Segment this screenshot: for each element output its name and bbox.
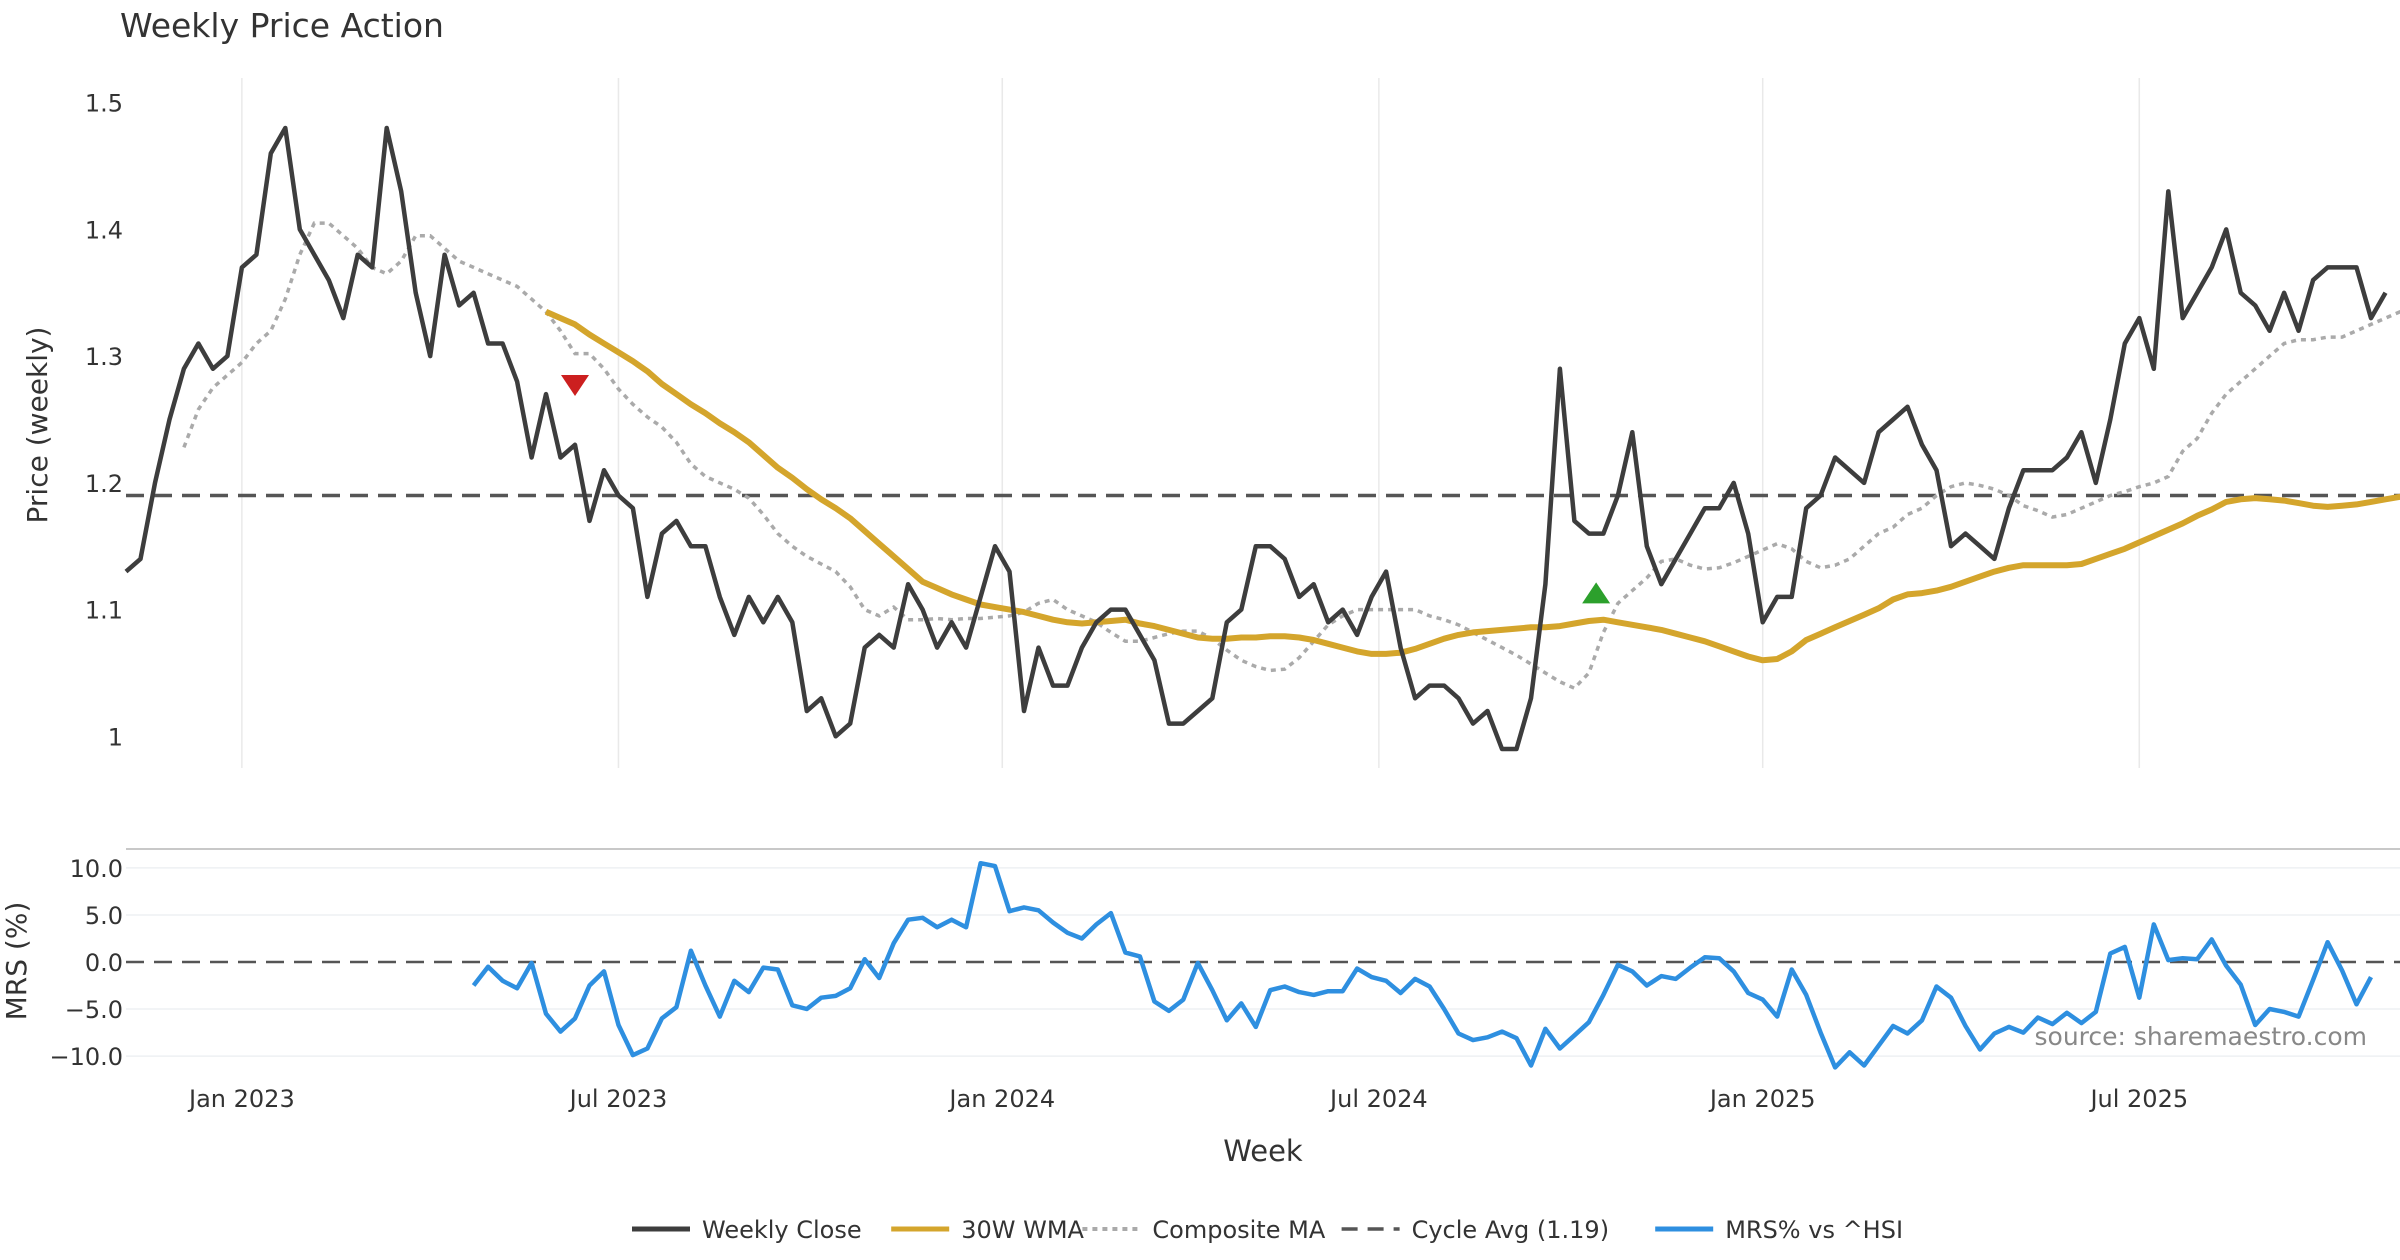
- legend-label: MRS% vs ^HSI: [1725, 1216, 1903, 1244]
- mrs-y-tick-label: 10.0: [70, 855, 123, 883]
- mrs-y-tick-label: −10.0: [49, 1043, 123, 1071]
- buy-signal-marker: [1582, 582, 1611, 604]
- x-axis-ticks: Jan 2023 Jul 2023 Jan 2024 Jul 2024 Jan 2025…: [187, 1085, 2188, 1113]
- mrs-series: [471, 860, 2373, 1070]
- price-y-tick-label: 1.2: [85, 470, 123, 498]
- mrs-y-tick-label: 0.0: [85, 949, 123, 977]
- x-tick-label: Jan 2023: [187, 1085, 295, 1113]
- price-grid: [241, 78, 2141, 768]
- source-note: source: sharemaestro.com: [2035, 1022, 2368, 1051]
- price-y-tick-label: 1.1: [85, 597, 123, 625]
- price-series: [124, 125, 2400, 752]
- weekly-close-line: [124, 125, 2388, 752]
- x-tick-label: Jan 2025: [1708, 1085, 1816, 1113]
- signal-markers: [561, 375, 1611, 604]
- sell-signal-marker: [561, 375, 590, 397]
- price-y-axis-label: Price (weekly): [21, 327, 54, 524]
- price-y-tick-label: 1.5: [85, 90, 123, 118]
- mrs-y-axis-ticks: 10.0 5.0 0.0 −5.0 −10.0: [49, 855, 123, 1071]
- mrs-y-axis-label: MRS (%): [0, 902, 33, 1021]
- x-tick-label: Jul 2023: [568, 1085, 668, 1113]
- x-axis-label: Week: [1223, 1134, 1303, 1168]
- price-y-tick-label: 1.3: [85, 343, 123, 371]
- chart-title: Weekly Price Action: [120, 6, 444, 45]
- legend-label: Composite MA: [1152, 1216, 1325, 1244]
- x-tick-label: Jan 2024: [947, 1085, 1055, 1113]
- legend-label: Cycle Avg (1.19): [1412, 1216, 1609, 1244]
- mrs-line: [471, 860, 2373, 1070]
- price-y-tick-label: 1: [108, 723, 123, 751]
- price-y-axis-ticks: 1 1.1 1.2 1.3 1.4 1.5: [85, 90, 123, 752]
- price-y-tick-label: 1.4: [85, 216, 123, 244]
- legend-label: Weekly Close: [702, 1216, 862, 1244]
- wma-30w-line: [544, 309, 2400, 664]
- legend: Weekly Close 30W WMA Composite MA Cycle Avg…: [632, 1216, 1903, 1244]
- x-tick-label: Jul 2025: [2088, 1085, 2188, 1113]
- composite-ma-line: [182, 221, 2400, 691]
- mrs-y-tick-label: −5.0: [65, 996, 123, 1024]
- mrs-y-tick-label: 5.0: [85, 902, 123, 930]
- x-tick-label: Jul 2024: [1328, 1085, 1428, 1113]
- legend-label: 30W WMA: [961, 1216, 1084, 1244]
